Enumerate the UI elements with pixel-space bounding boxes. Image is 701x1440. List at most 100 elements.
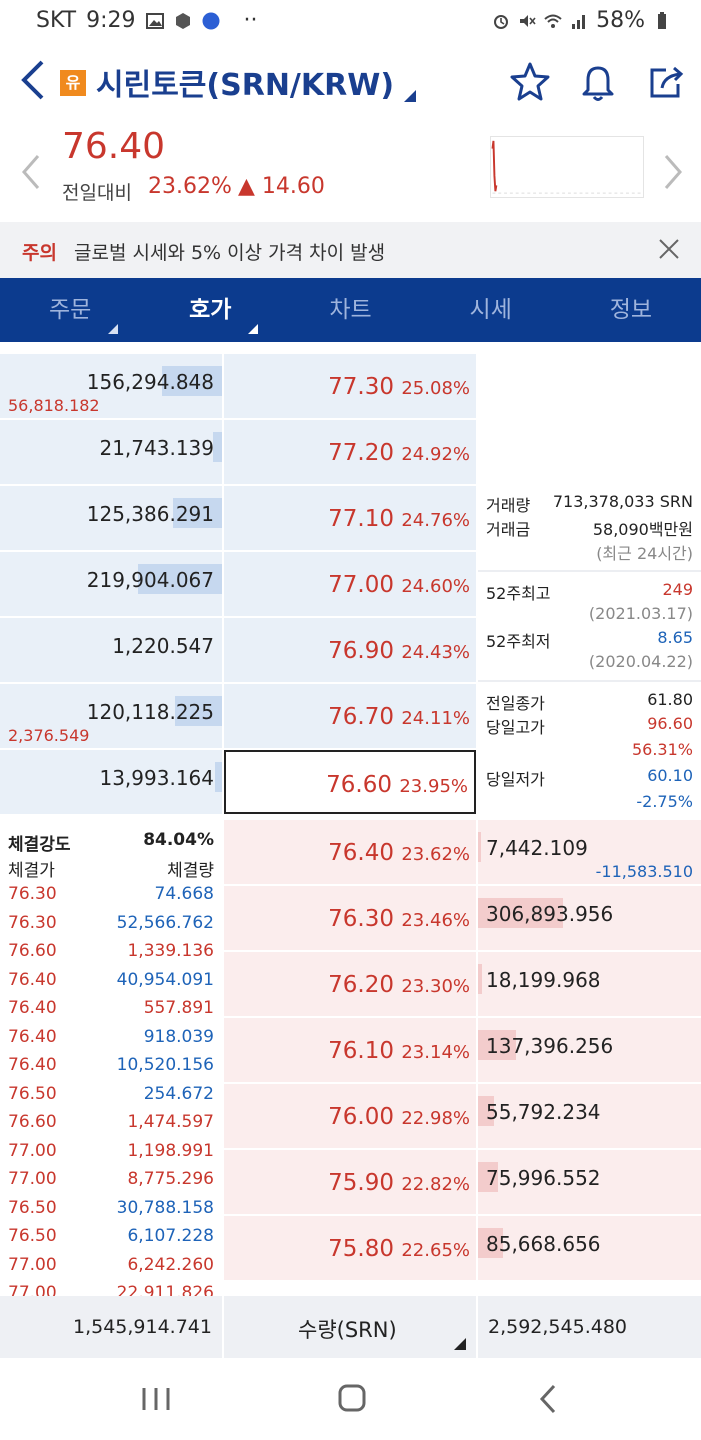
trade-qty: 6,107.228 — [127, 1226, 214, 1246]
bid-qty-cell[interactable]: 85,668.656 — [478, 1216, 701, 1280]
ask-sub-qty: 2,376.549 — [8, 726, 90, 745]
ask-qty-bar — [173, 498, 222, 528]
ask-qty-bar — [162, 366, 222, 396]
trade-row: 76.30 52,566.762 — [0, 913, 222, 941]
ask-price-cell[interactable]: 77.30 25.08% — [224, 354, 476, 418]
bid-qty-cell[interactable]: 18,199.968 — [478, 952, 701, 1016]
bid-total: 2,592,545.480 — [478, 1296, 701, 1358]
volume-label: 거래량 — [486, 496, 531, 515]
ask-qty-cell[interactable]: 219,904.067 — [0, 552, 222, 616]
title-dropdown-caret[interactable] — [404, 90, 416, 102]
trade-price: 76.30 — [8, 912, 57, 933]
share-icon[interactable] — [644, 60, 688, 104]
bid-qty-cell[interactable]: 75,996.552 — [478, 1150, 701, 1214]
bid-price-cell[interactable]: 76.30 23.46% — [224, 886, 476, 950]
day-high-value: 96.60 — [647, 714, 693, 733]
low52-date: (2020.04.22) — [588, 652, 693, 671]
bid-price-cell[interactable]: 76.10 23.14% — [224, 1018, 476, 1082]
bid-rate: 23.62% — [401, 844, 470, 865]
bid-qty: 85,668.656 — [486, 1232, 601, 1256]
back-nav-icon[interactable] — [518, 1376, 578, 1422]
trade-price: 76.50 — [8, 1083, 57, 1104]
trade-price-header: 체결가 — [8, 861, 55, 881]
bid-qty-cell[interactable]: 7,442.109 -11,583.510 — [478, 820, 701, 884]
trade-row: 77.00 8,775.296 — [0, 1169, 222, 1197]
status-bar: SKT 9:29 ·· 58% — [0, 0, 701, 44]
trade-row: 76.60 1,339.136 — [0, 941, 222, 969]
alarm-icon — [494, 14, 509, 29]
recent-apps-icon[interactable] — [126, 1376, 186, 1422]
bid-qty-bar — [478, 1096, 494, 1126]
bell-icon[interactable] — [576, 60, 620, 104]
trade-row: 77.00 6,242.260 — [0, 1255, 222, 1283]
ask-price-cell[interactable]: 76.90 24.43% — [224, 618, 476, 682]
high52-value: 249 — [662, 580, 693, 599]
app-icon — [202, 12, 220, 29]
bid-qty-cell[interactable]: 306,893.956 — [478, 886, 701, 950]
bid-price-cell[interactable]: 76.20 23.30% — [224, 952, 476, 1016]
tab-orderbook[interactable]: 호가 — [140, 278, 280, 342]
recent-note: (최근 24시간) — [596, 544, 693, 563]
trade-price: 76.40 — [8, 1055, 57, 1075]
ask-price: 76.70 — [328, 704, 394, 730]
ask-price-cell[interactable]: 76.60 23.95% — [224, 750, 476, 814]
ask-qty-bar — [138, 564, 222, 594]
bid-price: 76.40 — [328, 840, 394, 866]
ask-rate: 24.43% — [401, 642, 470, 663]
trade-qty: 40,954.091 — [116, 969, 214, 990]
prev-coin-icon[interactable] — [18, 152, 44, 192]
coin-title[interactable]: 시린토큰(SRN/KRW) — [96, 68, 395, 103]
volume-value: 713,378,033 SRN — [552, 492, 693, 511]
trade-price: 77.00 — [8, 1254, 57, 1275]
tab-caret-icon — [108, 324, 119, 334]
orderbook: 거래량 713,378,033 SRN 거래금 58,090백만원 (최근 24시간… — [0, 342, 701, 1296]
trade-price: 76.60 — [8, 1112, 57, 1132]
bid-qty-cell[interactable]: 137,396.256 — [478, 1018, 701, 1082]
prev-close-label: 전일종가 — [486, 694, 545, 713]
ask-price-cell[interactable]: 77.10 24.76% — [224, 486, 476, 550]
ask-qty-cell[interactable]: 120,118.225 2,376.549 — [0, 684, 222, 748]
tab-info[interactable]: 정보 — [609, 297, 653, 323]
next-coin-icon[interactable] — [660, 152, 686, 192]
carrier: SKT — [36, 8, 77, 33]
close-icon[interactable] — [656, 236, 682, 262]
ask-qty: 219,904.067 — [86, 568, 214, 592]
ask-price-cell[interactable]: 77.20 24.92% — [224, 420, 476, 484]
ask-qty-cell[interactable]: 1,220.547 — [0, 618, 222, 682]
back-icon[interactable] — [16, 58, 56, 102]
bid-qty: 306,893.956 — [486, 902, 614, 926]
bid-qty-bar — [478, 964, 482, 994]
notice-message: 글로벌 시세와 5% 이상 가격 차이 발생 — [74, 242, 386, 264]
bid-price-cell[interactable]: 75.80 22.65% — [224, 1216, 476, 1280]
ask-rate: 24.11% — [401, 708, 470, 729]
bid-rate: 22.82% — [401, 1174, 470, 1195]
star-icon[interactable] — [508, 60, 552, 104]
ask-qty: 1,220.547 — [112, 634, 214, 658]
ask-qty-cell[interactable]: 13,993.164 — [0, 750, 222, 814]
bid-price-cell[interactable]: 76.00 22.98% — [224, 1084, 476, 1148]
ask-qty-cell[interactable]: 21,743.139 — [0, 420, 222, 484]
more-dots-icon: ·· — [243, 8, 258, 33]
bid-rate: 23.46% — [401, 910, 470, 931]
bid-qty: 75,996.552 — [486, 1166, 601, 1190]
trade-price: 77.00 — [8, 1169, 57, 1189]
ask-qty-cell[interactable]: 125,386.291 — [0, 486, 222, 550]
bid-price-cell[interactable]: 76.40 23.62% — [224, 820, 476, 884]
bid-qty-cell[interactable]: 55,792.234 — [478, 1084, 701, 1148]
tab-order[interactable]: 주문 — [0, 278, 140, 342]
bid-qty: 55,792.234 — [486, 1100, 601, 1124]
day-low-label: 당일저가 — [486, 770, 545, 789]
home-icon[interactable] — [322, 1376, 382, 1422]
trade-row: 76.50 30,788.158 — [0, 1198, 222, 1226]
tab-chart[interactable]: 차트 — [329, 297, 372, 323]
unit-selector[interactable]: 수량(SRN) — [224, 1296, 476, 1358]
trade-row: 77.00 22,911.826 — [0, 1283, 222, 1296]
bid-price-cell[interactable]: 75.90 22.82% — [224, 1150, 476, 1214]
tab-market[interactable]: 시세 — [469, 297, 512, 323]
bid-price: 76.10 — [328, 1038, 394, 1064]
ask-price-cell[interactable]: 76.70 24.11% — [224, 684, 476, 748]
ask-qty-cell[interactable]: 156,294.848 56,818.182 — [0, 354, 222, 418]
ask-price-cell[interactable]: 77.00 24.60% — [224, 552, 476, 616]
system-nav-bar — [0, 1358, 701, 1440]
mini-chart[interactable] — [490, 136, 644, 198]
